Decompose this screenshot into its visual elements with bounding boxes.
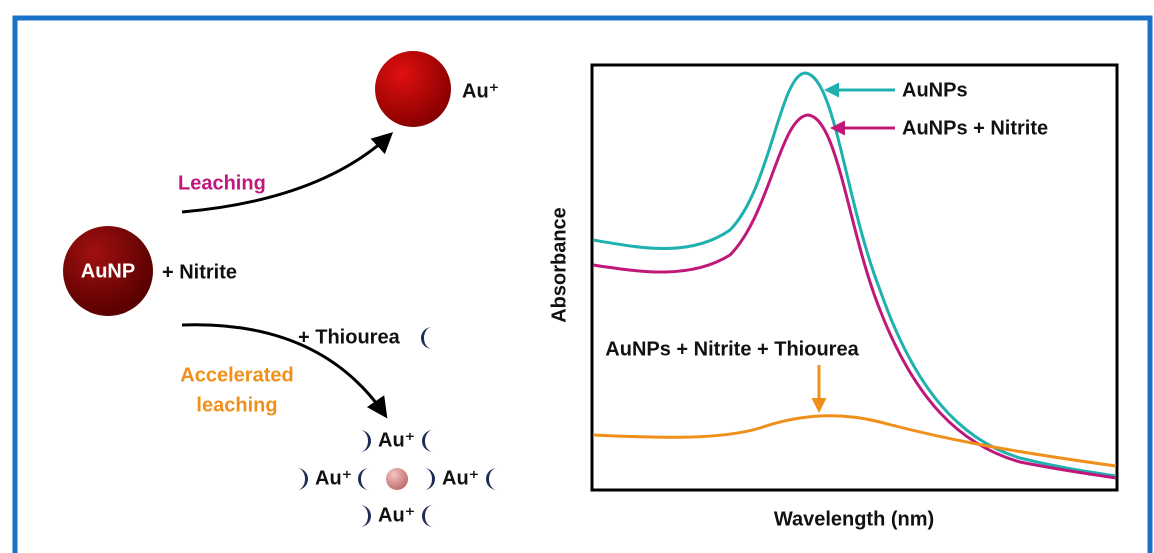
accelerated-arrow	[181, 323, 388, 419]
curve-label: AuNPs + Nitrite	[902, 117, 1048, 139]
complex-label: Au⁺	[442, 467, 479, 489]
residual-particle	[386, 468, 408, 490]
aunp-sphere	[63, 226, 153, 316]
plot-frame	[590, 63, 1119, 492]
product-label: Au⁺	[462, 80, 499, 102]
leaching-label: Leaching	[178, 172, 266, 194]
y-axis-label: Absorbance	[548, 207, 570, 323]
frame	[12, 15, 1153, 553]
reagent-label: + Nitrite	[162, 261, 237, 283]
curve-aunps-nitrite	[592, 113, 1117, 480]
thiourea-icon	[297, 468, 308, 490]
thiourea-icon	[422, 430, 433, 452]
additive-label: + Thiourea	[298, 326, 401, 348]
accelerated-label: leaching	[196, 394, 277, 416]
curve-label: AuNPs	[902, 79, 968, 101]
complex-label: Au⁺	[315, 467, 352, 489]
accelerated-label: Accelerated	[180, 364, 293, 386]
x-axis-label: Wavelength (nm)	[774, 508, 934, 530]
curve-label: AuNPs + Nitrite + Thiourea	[605, 338, 859, 360]
reactant-label: AuNP	[81, 260, 135, 282]
thiourea-icon	[358, 468, 369, 490]
curve-aunps-nitrite-thiourea	[592, 414, 1117, 468]
complex-label: Au⁺	[378, 429, 415, 451]
thiourea-icon	[422, 505, 433, 527]
thiourea-icon	[486, 468, 497, 490]
thiourea-icon	[421, 327, 432, 349]
leaching-arrow	[181, 132, 394, 214]
thiourea-icon	[424, 468, 435, 490]
complex-label: Au⁺	[378, 504, 415, 526]
au-ion-sphere	[375, 51, 451, 127]
thiourea-icon	[360, 505, 371, 527]
thiourea-icon	[360, 430, 371, 452]
